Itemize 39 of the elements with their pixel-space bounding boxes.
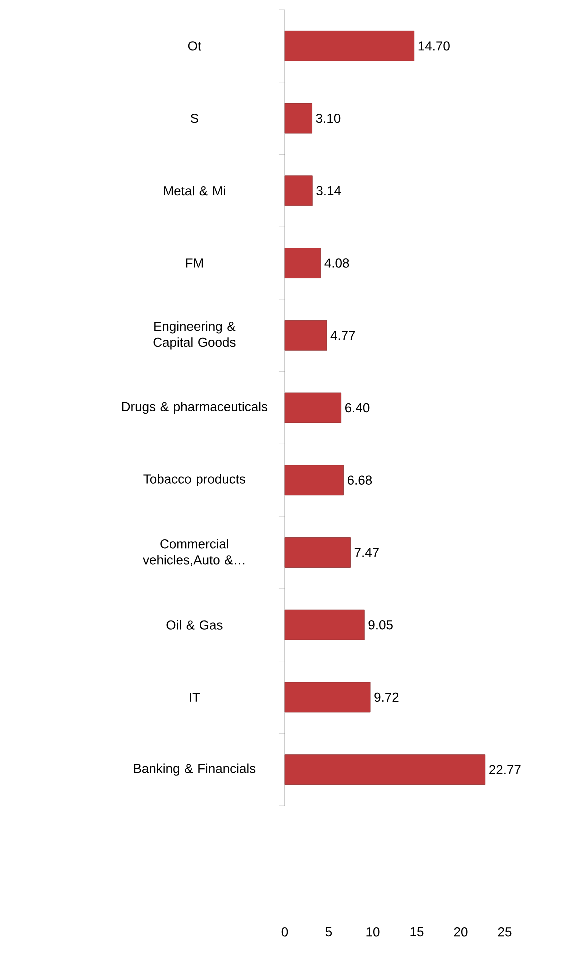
x-tick-label: 10 <box>366 928 380 937</box>
y-tick-label: Tobacco products <box>144 474 246 486</box>
y-tick-label: Oil & Gas <box>166 620 223 630</box>
x-tick-label: 20 <box>454 928 468 937</box>
bar <box>284 320 328 351</box>
data-label: 6.68 <box>348 476 372 485</box>
bar <box>284 754 486 786</box>
data-label: 14.70 <box>418 42 450 51</box>
y-tick-label: Banking & Financials <box>134 764 256 776</box>
y-tick-label: FM <box>186 258 204 268</box>
bar <box>284 610 365 640</box>
x-tick-label: 25 <box>498 928 512 937</box>
bar <box>284 465 344 496</box>
y-tick-label: IT <box>190 692 200 702</box>
data-label: 3.10 <box>316 114 341 124</box>
bar <box>284 538 351 568</box>
data-label: 6.40 <box>346 403 370 413</box>
x-tick-label: 5 <box>326 928 332 937</box>
x-tick-label: 0 <box>282 928 288 937</box>
data-label: 9.72 <box>374 692 399 702</box>
bar <box>284 392 342 424</box>
y-tick-label: Commercial vehicles,Auto &… <box>143 539 245 566</box>
y-tick-label: Engineering & Capital Goods <box>154 322 236 350</box>
bar <box>284 682 371 713</box>
y-tick-label: Ot <box>188 42 202 51</box>
data-label: 4.08 <box>324 258 350 268</box>
y-tick-label: Drugs & pharmaceuticals <box>122 402 268 414</box>
data-label: 7.47 <box>354 548 379 558</box>
y-tick-label: Metal & Mi <box>164 186 226 196</box>
data-label: 3.14 <box>316 186 342 196</box>
bar <box>284 103 312 134</box>
data-label: 9.05 <box>368 620 393 630</box>
bar <box>284 248 322 278</box>
x-tick-label: 15 <box>410 928 424 937</box>
data-label: 4.77 <box>330 331 356 340</box>
bar <box>284 176 313 206</box>
data-label: 22.77 <box>490 765 521 774</box>
y-tick-label: S <box>190 114 198 124</box>
bar <box>284 30 415 62</box>
